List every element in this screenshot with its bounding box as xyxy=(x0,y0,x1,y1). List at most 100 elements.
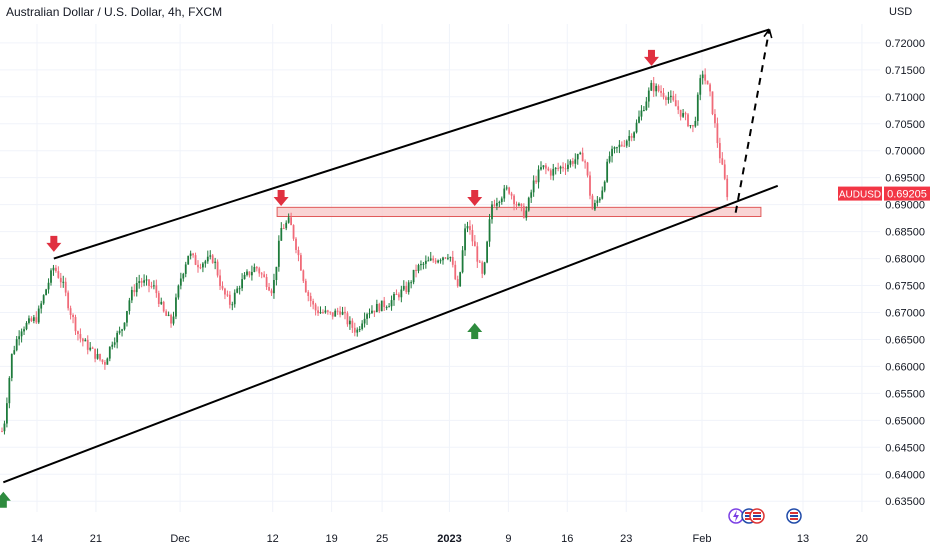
candle-body[interactable] xyxy=(91,347,94,349)
candle-body[interactable] xyxy=(640,110,643,117)
candle-body[interactable] xyxy=(52,267,55,271)
candle-body[interactable] xyxy=(459,272,462,287)
candle-body[interactable] xyxy=(652,82,655,92)
candle-body[interactable] xyxy=(589,175,591,196)
candle-body[interactable] xyxy=(194,255,197,265)
candle-body[interactable] xyxy=(709,84,711,92)
candle-body[interactable] xyxy=(481,262,484,274)
candle-body[interactable] xyxy=(108,346,111,359)
candle-body[interactable] xyxy=(184,264,187,274)
candle-body[interactable] xyxy=(133,290,136,293)
candle-body[interactable] xyxy=(155,285,158,294)
candle-body[interactable] xyxy=(175,297,177,317)
candle-body[interactable] xyxy=(682,113,684,117)
candle-body[interactable] xyxy=(211,255,214,263)
candle-body[interactable] xyxy=(704,74,707,81)
candle-body[interactable] xyxy=(282,228,285,230)
candle-body[interactable] xyxy=(405,285,408,293)
candle-body[interactable] xyxy=(89,347,92,350)
candle-body[interactable] xyxy=(28,318,30,323)
candle-body[interactable] xyxy=(351,320,354,328)
candle-body[interactable] xyxy=(496,203,498,206)
candle-body[interactable] xyxy=(15,339,18,351)
candle-body[interactable] xyxy=(47,282,50,290)
candle-body[interactable] xyxy=(79,334,82,339)
candle-body[interactable] xyxy=(486,241,488,263)
candle-body[interactable] xyxy=(726,178,729,198)
candle-body[interactable] xyxy=(520,203,523,206)
candle-body[interactable] xyxy=(233,292,236,305)
candle-body[interactable] xyxy=(454,264,457,280)
candle-body[interactable] xyxy=(143,280,145,283)
candle-body[interactable] xyxy=(162,301,165,312)
candle-body[interactable] xyxy=(182,273,185,279)
candle-body[interactable] xyxy=(32,317,35,322)
candle-body[interactable] xyxy=(179,278,182,286)
candle-body[interactable] xyxy=(57,271,60,278)
candle-body[interactable] xyxy=(383,300,386,308)
candle-body[interactable] xyxy=(608,156,611,162)
candle-body[interactable] xyxy=(356,329,359,333)
candle-body[interactable] xyxy=(86,339,89,350)
candle-body[interactable] xyxy=(564,168,567,170)
candle-body[interactable] xyxy=(255,266,258,269)
candle-body[interactable] xyxy=(113,342,116,345)
candle-body[interactable] xyxy=(711,91,714,115)
candle-body[interactable] xyxy=(562,166,564,169)
candle-body[interactable] xyxy=(665,97,667,100)
candle-body[interactable] xyxy=(84,339,87,342)
candle-body[interactable] xyxy=(478,261,481,263)
candle-body[interactable] xyxy=(248,271,251,276)
candle-body[interactable] xyxy=(106,358,109,365)
candle-body[interactable] xyxy=(368,313,371,315)
candle-body[interactable] xyxy=(317,310,319,314)
candle-body[interactable] xyxy=(30,318,33,322)
candle-body[interactable] xyxy=(209,255,212,257)
projection-line[interactable] xyxy=(734,29,771,213)
candle-body[interactable] xyxy=(18,336,21,340)
candle-body[interactable] xyxy=(672,95,675,101)
candle-body[interactable] xyxy=(20,331,23,337)
candle-body[interactable] xyxy=(557,167,560,169)
candle-body[interactable] xyxy=(202,263,204,268)
candle-body[interactable] xyxy=(601,190,604,199)
candle-body[interactable] xyxy=(81,338,84,342)
candle-body[interactable] xyxy=(94,348,96,359)
candle-body[interactable] xyxy=(706,80,709,85)
candle-body[interactable] xyxy=(471,230,474,242)
candle-body[interactable] xyxy=(140,281,143,283)
candle-body[interactable] xyxy=(219,275,221,287)
candle-body[interactable] xyxy=(429,258,432,261)
candle-body[interactable] xyxy=(153,285,155,287)
candle-body[interactable] xyxy=(336,310,339,312)
candle-body[interactable] xyxy=(346,313,349,325)
candle-body[interactable] xyxy=(498,201,501,204)
candle-body[interactable] xyxy=(647,90,650,102)
candle-body[interactable] xyxy=(251,271,253,276)
candle-body[interactable] xyxy=(447,257,449,259)
candle-body[interactable] xyxy=(420,264,422,266)
candle-body[interactable] xyxy=(160,301,163,304)
candle-body[interactable] xyxy=(415,269,417,271)
candle-body[interactable] xyxy=(400,289,403,298)
candle-body[interactable] xyxy=(8,377,11,404)
candle-body[interactable] xyxy=(167,314,170,316)
candle-body[interactable] xyxy=(111,344,114,347)
candle-body[interactable] xyxy=(669,95,672,98)
candle-body[interactable] xyxy=(339,311,341,315)
candle-body[interactable] xyxy=(238,288,241,290)
candle-body[interactable] xyxy=(464,228,466,251)
candle-body[interactable] xyxy=(6,403,8,424)
candle-body[interactable] xyxy=(594,202,596,210)
candle-body[interactable] xyxy=(633,132,635,138)
candle-body[interactable] xyxy=(204,261,207,264)
candle-body[interactable] xyxy=(513,195,515,205)
candle-body[interactable] xyxy=(547,168,550,171)
candle-body[interactable] xyxy=(177,285,180,298)
candle-body[interactable] xyxy=(221,286,224,289)
candle-body[interactable] xyxy=(571,161,574,164)
candle-body[interactable] xyxy=(687,114,689,127)
candle-body[interactable] xyxy=(172,316,175,324)
candle-body[interactable] xyxy=(189,253,192,256)
candle-body[interactable] xyxy=(584,161,586,163)
